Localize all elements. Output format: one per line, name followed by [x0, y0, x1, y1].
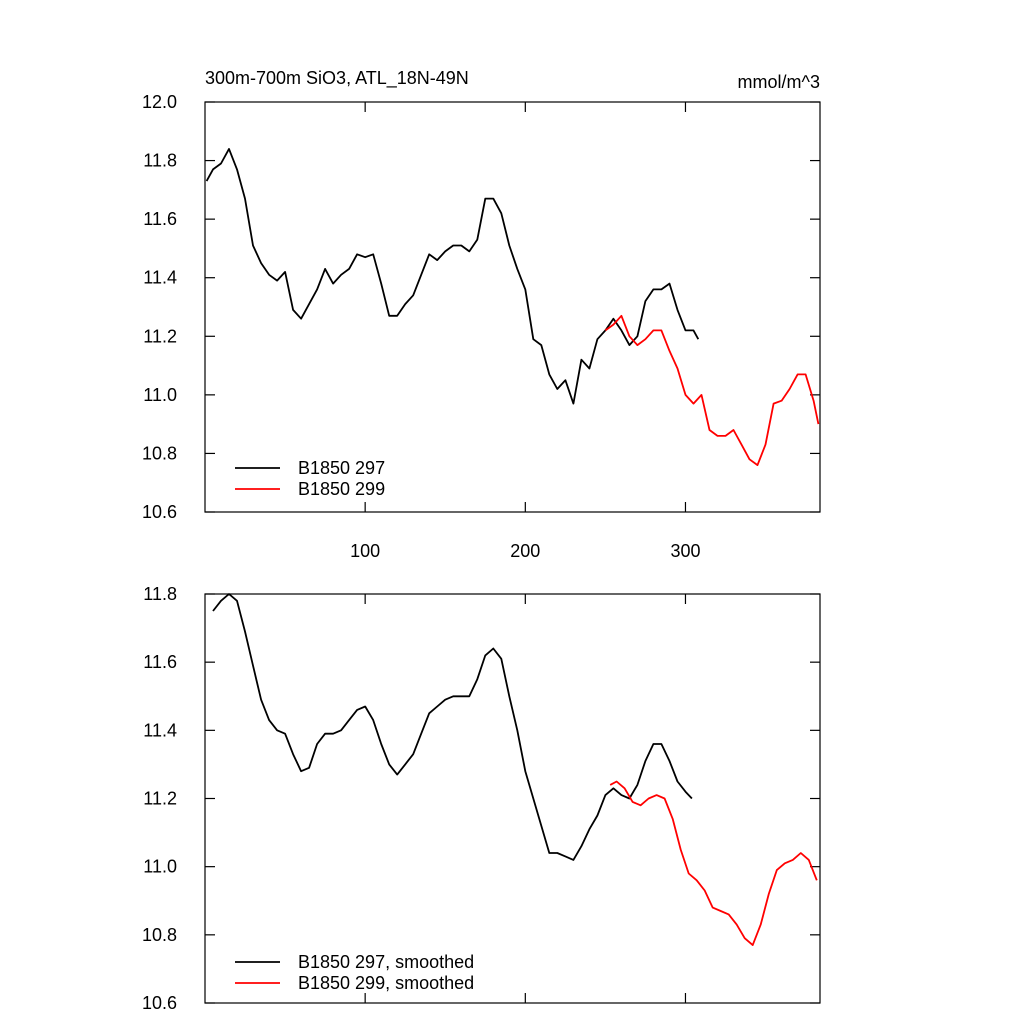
- y-tick-label: 12.0: [142, 92, 177, 112]
- y-tick-label: 11.8: [143, 584, 177, 604]
- legend-label: B1850 297: [298, 458, 385, 478]
- y-tick-label: 11.0: [143, 857, 177, 877]
- legend-label: B1850 297, smoothed: [298, 952, 474, 972]
- y-tick-label: 11.2: [143, 789, 177, 809]
- y-tick-label: 11.4: [143, 268, 177, 288]
- chart-title: 300m-700m SiO3, ATL_18N-49N: [205, 68, 469, 89]
- y-tick-label: 11.4: [143, 720, 177, 740]
- plot-frame: [204, 101, 821, 513]
- y-tick-label: 10.8: [142, 925, 177, 945]
- y-tick-label: 10.6: [142, 993, 177, 1013]
- y-tick-label: 11.6: [143, 209, 177, 229]
- units-label: mmol/m^3: [738, 72, 820, 92]
- y-tick-label: 11.2: [143, 326, 177, 346]
- data-line: [205, 148, 700, 405]
- x-tick-label: 300: [670, 541, 700, 561]
- y-tick-label: 11.6: [143, 652, 177, 672]
- legend-label: B1850 299, smoothed: [298, 973, 474, 993]
- data-line: [609, 780, 818, 946]
- data-line: [212, 593, 693, 861]
- y-tick-label: 11.8: [143, 151, 177, 171]
- x-tick-label: 200: [510, 541, 540, 561]
- legend-label: B1850 299: [298, 479, 385, 499]
- y-tick-label: 10.6: [142, 502, 177, 522]
- y-tick-label: 11.0: [143, 385, 177, 405]
- y-tick-label: 10.8: [142, 443, 177, 463]
- x-tick-label: 100: [350, 541, 380, 561]
- data-line: [604, 314, 820, 466]
